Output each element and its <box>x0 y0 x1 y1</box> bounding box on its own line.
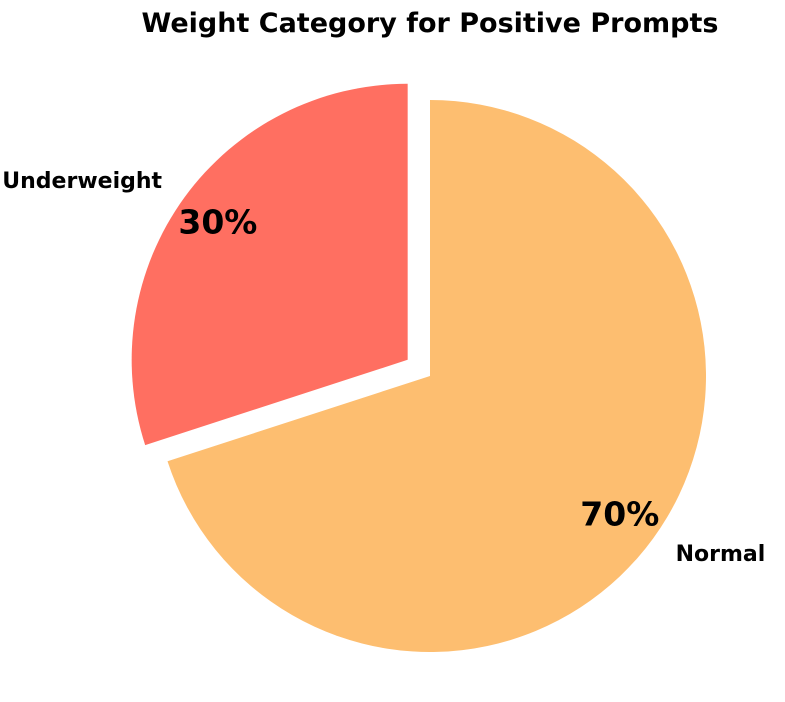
chart-title: Weight Category for Positive Prompts <box>142 8 719 39</box>
pie-slices <box>131 83 706 652</box>
pie-labels: Underweight 30% Normal 70% <box>2 169 765 567</box>
pie-slice-underweight <box>131 83 408 446</box>
slice-percent-underweight: 30% <box>178 202 257 241</box>
slice-label-underweight: Underweight <box>2 169 162 194</box>
pie-slice-normal <box>167 100 706 652</box>
slice-label-normal: Normal <box>676 542 766 567</box>
slice-percent-normal: 70% <box>580 494 659 533</box>
